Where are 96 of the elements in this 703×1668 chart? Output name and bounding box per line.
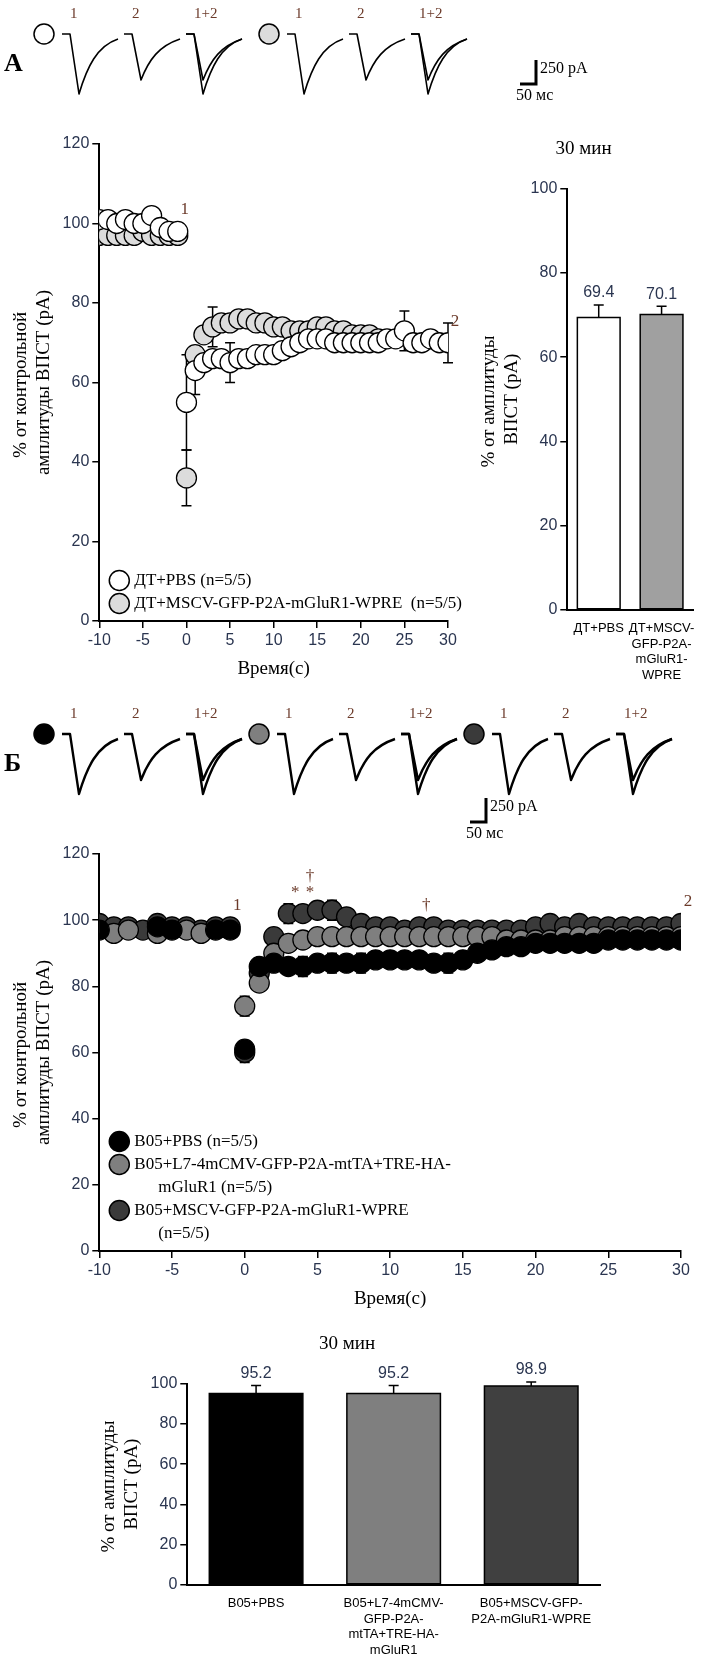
annotation: † — [421, 894, 431, 914]
chart-title: 30 мин — [318, 1332, 376, 1354]
x-tick-label: B05+MSCV-GFP-P2A-mGluR1-WPRE — [471, 1594, 592, 1626]
y-tick-label: 100 — [62, 910, 90, 928]
x-tick-label: 0 — [240, 1261, 250, 1279]
text: Б — [4, 748, 22, 777]
text: 2 — [347, 705, 355, 721]
y-axis-title: % от контрольной амплитуды ВПСТ (pA) — [9, 289, 55, 476]
text: 1 — [70, 705, 78, 721]
data-label: 70.1 — [646, 284, 678, 302]
y-tick-label: 40 — [71, 1109, 90, 1127]
y-tick-label: 120 — [62, 134, 90, 152]
text: 1+2 — [194, 705, 218, 721]
point — [175, 391, 198, 414]
x-tick-label: ДТ+MSCV-GFP-P2A-mGluR1-WPRE — [628, 619, 695, 682]
point — [175, 467, 198, 489]
x-axis-title: Время(с) — [353, 1286, 427, 1309]
x-tick-label: 5 — [225, 631, 235, 649]
y-tick-label: 80 — [71, 976, 90, 994]
x-tick-label: 30 — [672, 1261, 690, 1279]
text: 1 — [285, 705, 293, 721]
y-tick-label: 20 — [71, 531, 90, 549]
y-tick-label: 100 — [62, 213, 90, 231]
text: 2 — [562, 705, 570, 721]
x-axis-title: Время(с) — [237, 656, 310, 679]
annotation: * — [291, 881, 300, 901]
y-axis-title: % от амплитуды ВПСТ (pA) — [477, 330, 523, 468]
y-tick-label: 0 — [80, 1241, 90, 1259]
text: 1+2 — [624, 705, 648, 721]
x-tick-label: 15 — [308, 631, 327, 649]
annotation: 1 — [232, 894, 242, 914]
data-label: 69.4 — [583, 283, 615, 301]
y-tick-label: 0 — [168, 1575, 178, 1593]
y-tick-label: 40 — [539, 431, 558, 449]
y-tick-label: 60 — [159, 1454, 178, 1472]
x-tick-label: -5 — [164, 1261, 180, 1279]
data-label: 95.2 — [378, 1363, 410, 1381]
text: 1+2 — [409, 705, 433, 721]
text: 250 pA — [540, 59, 588, 76]
text: 1 — [500, 705, 508, 721]
y-tick-label: 80 — [159, 1414, 178, 1432]
text: 50 мс — [516, 86, 554, 103]
y-tick-label: 20 — [159, 1534, 178, 1552]
y-tick-label: 0 — [548, 600, 558, 618]
y-tick-label: 40 — [159, 1494, 178, 1512]
x-tick-label: 20 — [351, 631, 370, 649]
y-tick-label: 60 — [539, 347, 558, 365]
chart-title: 30 мин — [555, 137, 612, 159]
text: 2 — [132, 705, 140, 721]
x-tick-label: B05+L7-4mCMV-GFP-P2A-mtTA+TRE-HA-mGluR1 — [343, 1594, 444, 1657]
data-label: 95.2 — [240, 1363, 272, 1381]
text: 1+2 — [419, 5, 443, 21]
x-tick-label: 15 — [453, 1261, 472, 1279]
x-tick-label: 0 — [182, 631, 192, 649]
text: 50 мс — [466, 824, 504, 841]
annotation: 2 — [683, 891, 693, 911]
x-tick-label: 10 — [264, 631, 283, 649]
text: 2 — [357, 5, 365, 21]
legend-label: ДТ+MSCV-GFP-P2A-mGluR1-WPRE (n=5/5) — [134, 592, 462, 612]
y-tick-label: 100 — [150, 1374, 178, 1392]
x-tick-label: -10 — [87, 631, 111, 649]
annotation: 1 — [180, 199, 189, 219]
x-tick-label: -5 — [135, 631, 151, 649]
y-tick-label: 120 — [62, 844, 90, 862]
x-tick-label: 20 — [526, 1261, 545, 1279]
y-tick-label: 40 — [71, 452, 90, 470]
x-tick-label: B05+PBS — [227, 1594, 285, 1610]
x-tick-label: ДТ+PBS — [573, 619, 625, 635]
y-axis-title: % от контрольной амплитуды ВПСТ (pA) — [9, 959, 55, 1146]
text: 250 pA — [490, 797, 538, 814]
x-tick-label: 25 — [395, 631, 414, 649]
y-tick-label: 80 — [539, 263, 558, 281]
x-tick-label: 5 — [312, 1261, 322, 1279]
y-tick-label: 20 — [71, 1175, 90, 1193]
text: 2 — [132, 5, 140, 21]
y-tick-label: 60 — [71, 1042, 90, 1060]
text: А — [4, 48, 23, 77]
y-tick-label: 20 — [539, 515, 558, 533]
legend-label: B05+L7-4mCMV-GFP-P2A-mtTA+TRE-HA-mGluR1 (n=5/5) — [134, 1153, 452, 1196]
data-label: 98.9 — [515, 1360, 547, 1378]
x-tick-label: 25 — [599, 1261, 618, 1279]
y-tick-label: 60 — [71, 372, 90, 390]
y-axis-title: % от амплитуды ВПСТ (pA) — [97, 1415, 143, 1553]
x-tick-label: -10 — [87, 1261, 111, 1279]
x-tick-label: 10 — [381, 1261, 400, 1279]
legend-label: B05+PBS (n=5/5) — [134, 1130, 258, 1150]
point — [234, 995, 256, 1017]
text: 1+2 — [194, 5, 218, 21]
legend-label: ДТ+PBS (n=5/5) — [134, 569, 252, 589]
x-tick-label: 30 — [439, 631, 457, 649]
text: 1 — [295, 5, 303, 21]
y-tick-label: 100 — [530, 179, 558, 197]
y-tick-label: 80 — [71, 293, 90, 311]
text: 1 — [70, 5, 78, 21]
legend-label: B05+MSCV-GFP-P2A-mGluR1-WPRE (n=5/5) — [134, 1199, 418, 1242]
annotation: 2 — [450, 310, 460, 330]
